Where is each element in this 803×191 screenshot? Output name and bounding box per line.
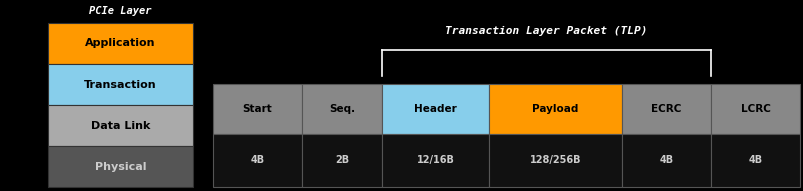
Text: Application: Application (85, 38, 156, 49)
Bar (381, 84, 488, 134)
Text: 128/256B: 128/256B (529, 155, 581, 165)
Text: LCRC: LCRC (740, 104, 769, 114)
Text: 4B: 4B (251, 155, 264, 165)
Text: 4B: 4B (658, 155, 673, 165)
Bar (48, 146, 193, 187)
Text: 4B: 4B (748, 155, 761, 165)
Text: Physical: Physical (95, 162, 146, 172)
Bar (302, 134, 381, 187)
Bar (302, 84, 381, 134)
Bar (710, 134, 799, 187)
Text: ECRC: ECRC (650, 104, 681, 114)
Text: PCIe Layer: PCIe Layer (89, 6, 152, 16)
Text: Transaction Layer Packet (TLP): Transaction Layer Packet (TLP) (445, 26, 647, 36)
Text: Seq.: Seq. (328, 104, 355, 114)
Bar (213, 134, 302, 187)
Bar (381, 134, 488, 187)
Text: 2B: 2B (335, 155, 349, 165)
Text: Header: Header (414, 104, 456, 114)
Bar (48, 23, 193, 64)
Bar (48, 105, 193, 146)
Bar (622, 134, 710, 187)
Text: Transaction: Transaction (84, 79, 157, 90)
Text: Data Link: Data Link (91, 121, 150, 131)
Bar (488, 84, 622, 134)
Text: Start: Start (243, 104, 272, 114)
Bar (488, 134, 622, 187)
Bar (710, 84, 799, 134)
Bar (48, 64, 193, 105)
Bar (213, 84, 302, 134)
Text: Payload: Payload (532, 104, 578, 114)
Text: 12/16B: 12/16B (416, 155, 454, 165)
Bar (622, 84, 710, 134)
